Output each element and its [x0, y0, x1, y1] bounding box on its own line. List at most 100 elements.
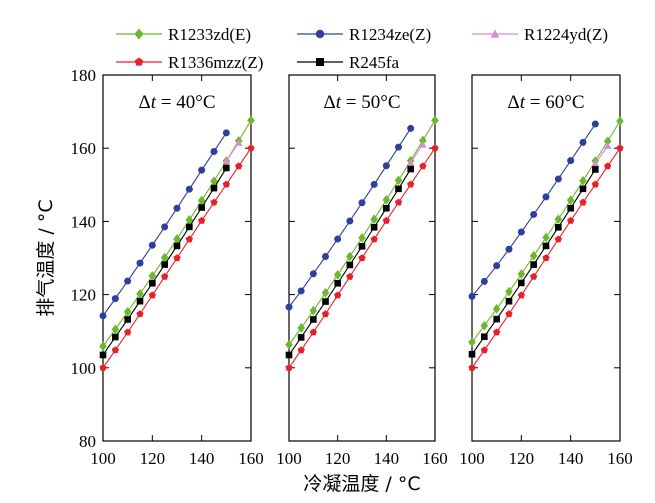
data-point [382, 162, 390, 170]
annotation-value: = 50°C [341, 92, 401, 113]
series-r1224yd-z [222, 138, 243, 165]
data-point [383, 204, 390, 212]
x-tick-label: 160 [238, 449, 264, 468]
data-point [346, 272, 354, 280]
x-tick-label: 140 [558, 449, 584, 468]
data-point [111, 324, 120, 335]
legend-marker-triangle [490, 29, 500, 38]
data-point [285, 339, 293, 350]
x-axis-label: 冷凝温度 / °C [303, 473, 420, 495]
data-point [112, 333, 119, 341]
data-point [358, 233, 366, 243]
series-r1234ze-z [99, 129, 230, 320]
annotation-variable: t [520, 92, 526, 113]
data-point [468, 292, 476, 300]
data-point [197, 195, 206, 206]
data-point [321, 287, 330, 298]
data-point [370, 223, 378, 231]
data-point [136, 259, 144, 267]
legend-label: R1233zd(E) [168, 25, 251, 44]
data-point [234, 138, 243, 146]
data-point [481, 333, 488, 340]
data-point [431, 144, 439, 152]
data-point [322, 253, 329, 261]
panel-annotation: Δt = 50°C [324, 92, 401, 113]
data-point [346, 261, 354, 269]
data-point [148, 241, 156, 249]
data-point [529, 251, 538, 261]
data-point [124, 316, 131, 323]
y-tick-label: 120 [71, 286, 97, 305]
legend-label: R245fa [349, 53, 400, 72]
data-point [517, 291, 525, 299]
data-point [160, 252, 169, 263]
data-point [247, 115, 255, 126]
legend-marker-pentagon [134, 57, 144, 66]
chart-legend: R1233zd(E) R1234ze(Z) R1224yd(Z) R1336mzz(Z… [116, 25, 608, 72]
data-point [493, 328, 501, 336]
data-point [297, 334, 305, 341]
data-point [346, 251, 354, 262]
data-point [99, 351, 107, 359]
data-point [370, 180, 378, 188]
data-point [394, 198, 403, 206]
x-tick-label: 120 [325, 449, 351, 468]
data-point [136, 289, 144, 299]
data-point [161, 272, 169, 280]
data-point [198, 166, 206, 174]
data-point [603, 142, 612, 150]
data-point [579, 198, 587, 206]
data-point [111, 346, 119, 354]
data-point [198, 216, 206, 224]
data-point [309, 328, 317, 336]
data-point [542, 193, 550, 201]
data-point [370, 235, 378, 243]
data-point [148, 291, 156, 299]
panel-2: Δt = 50°C [285, 74, 439, 442]
legend-item-r1234ze-z: R1234ze(Z) [297, 25, 431, 44]
x-tick-label: 160 [607, 449, 633, 468]
data-point [480, 346, 488, 354]
legend-item-r1224yd-z: R1224yd(Z) [472, 25, 608, 44]
data-point [604, 162, 612, 170]
data-point [210, 176, 218, 186]
data-point [542, 242, 550, 250]
data-point [394, 175, 403, 186]
data-point [124, 277, 132, 285]
x-tick-label: 100 [276, 449, 302, 468]
x-tick-label: 100 [90, 449, 116, 468]
data-point [542, 254, 550, 262]
data-point [395, 185, 402, 193]
data-point [492, 304, 501, 314]
data-point [517, 269, 526, 279]
annotation-value: = 60°C [525, 92, 585, 113]
data-point [591, 180, 599, 188]
panel-frame [288, 74, 436, 442]
data-point [493, 315, 500, 323]
data-point [555, 223, 562, 231]
data-point [468, 364, 476, 371]
data-point [358, 199, 366, 207]
data-point [99, 312, 107, 320]
data-point [592, 166, 599, 173]
panel-annotation: Δt = 40°C [139, 92, 216, 113]
data-point [407, 180, 415, 188]
data-point [530, 272, 538, 280]
data-point [124, 328, 132, 336]
data-point [111, 295, 119, 303]
data-point [334, 291, 342, 299]
data-point [334, 235, 342, 243]
data-point [480, 320, 489, 331]
series-r1224yd-z [406, 140, 427, 166]
data-point [554, 235, 562, 243]
legend-item-r1233zd-e: R1233zd(E) [116, 25, 251, 44]
data-point [567, 157, 575, 165]
panel-frame [102, 74, 252, 442]
data-point [285, 364, 293, 371]
data-point [173, 234, 181, 244]
data-point [222, 129, 230, 137]
data-point [530, 210, 538, 218]
annotation-delta: Δ [324, 92, 336, 113]
data-point [419, 135, 427, 146]
